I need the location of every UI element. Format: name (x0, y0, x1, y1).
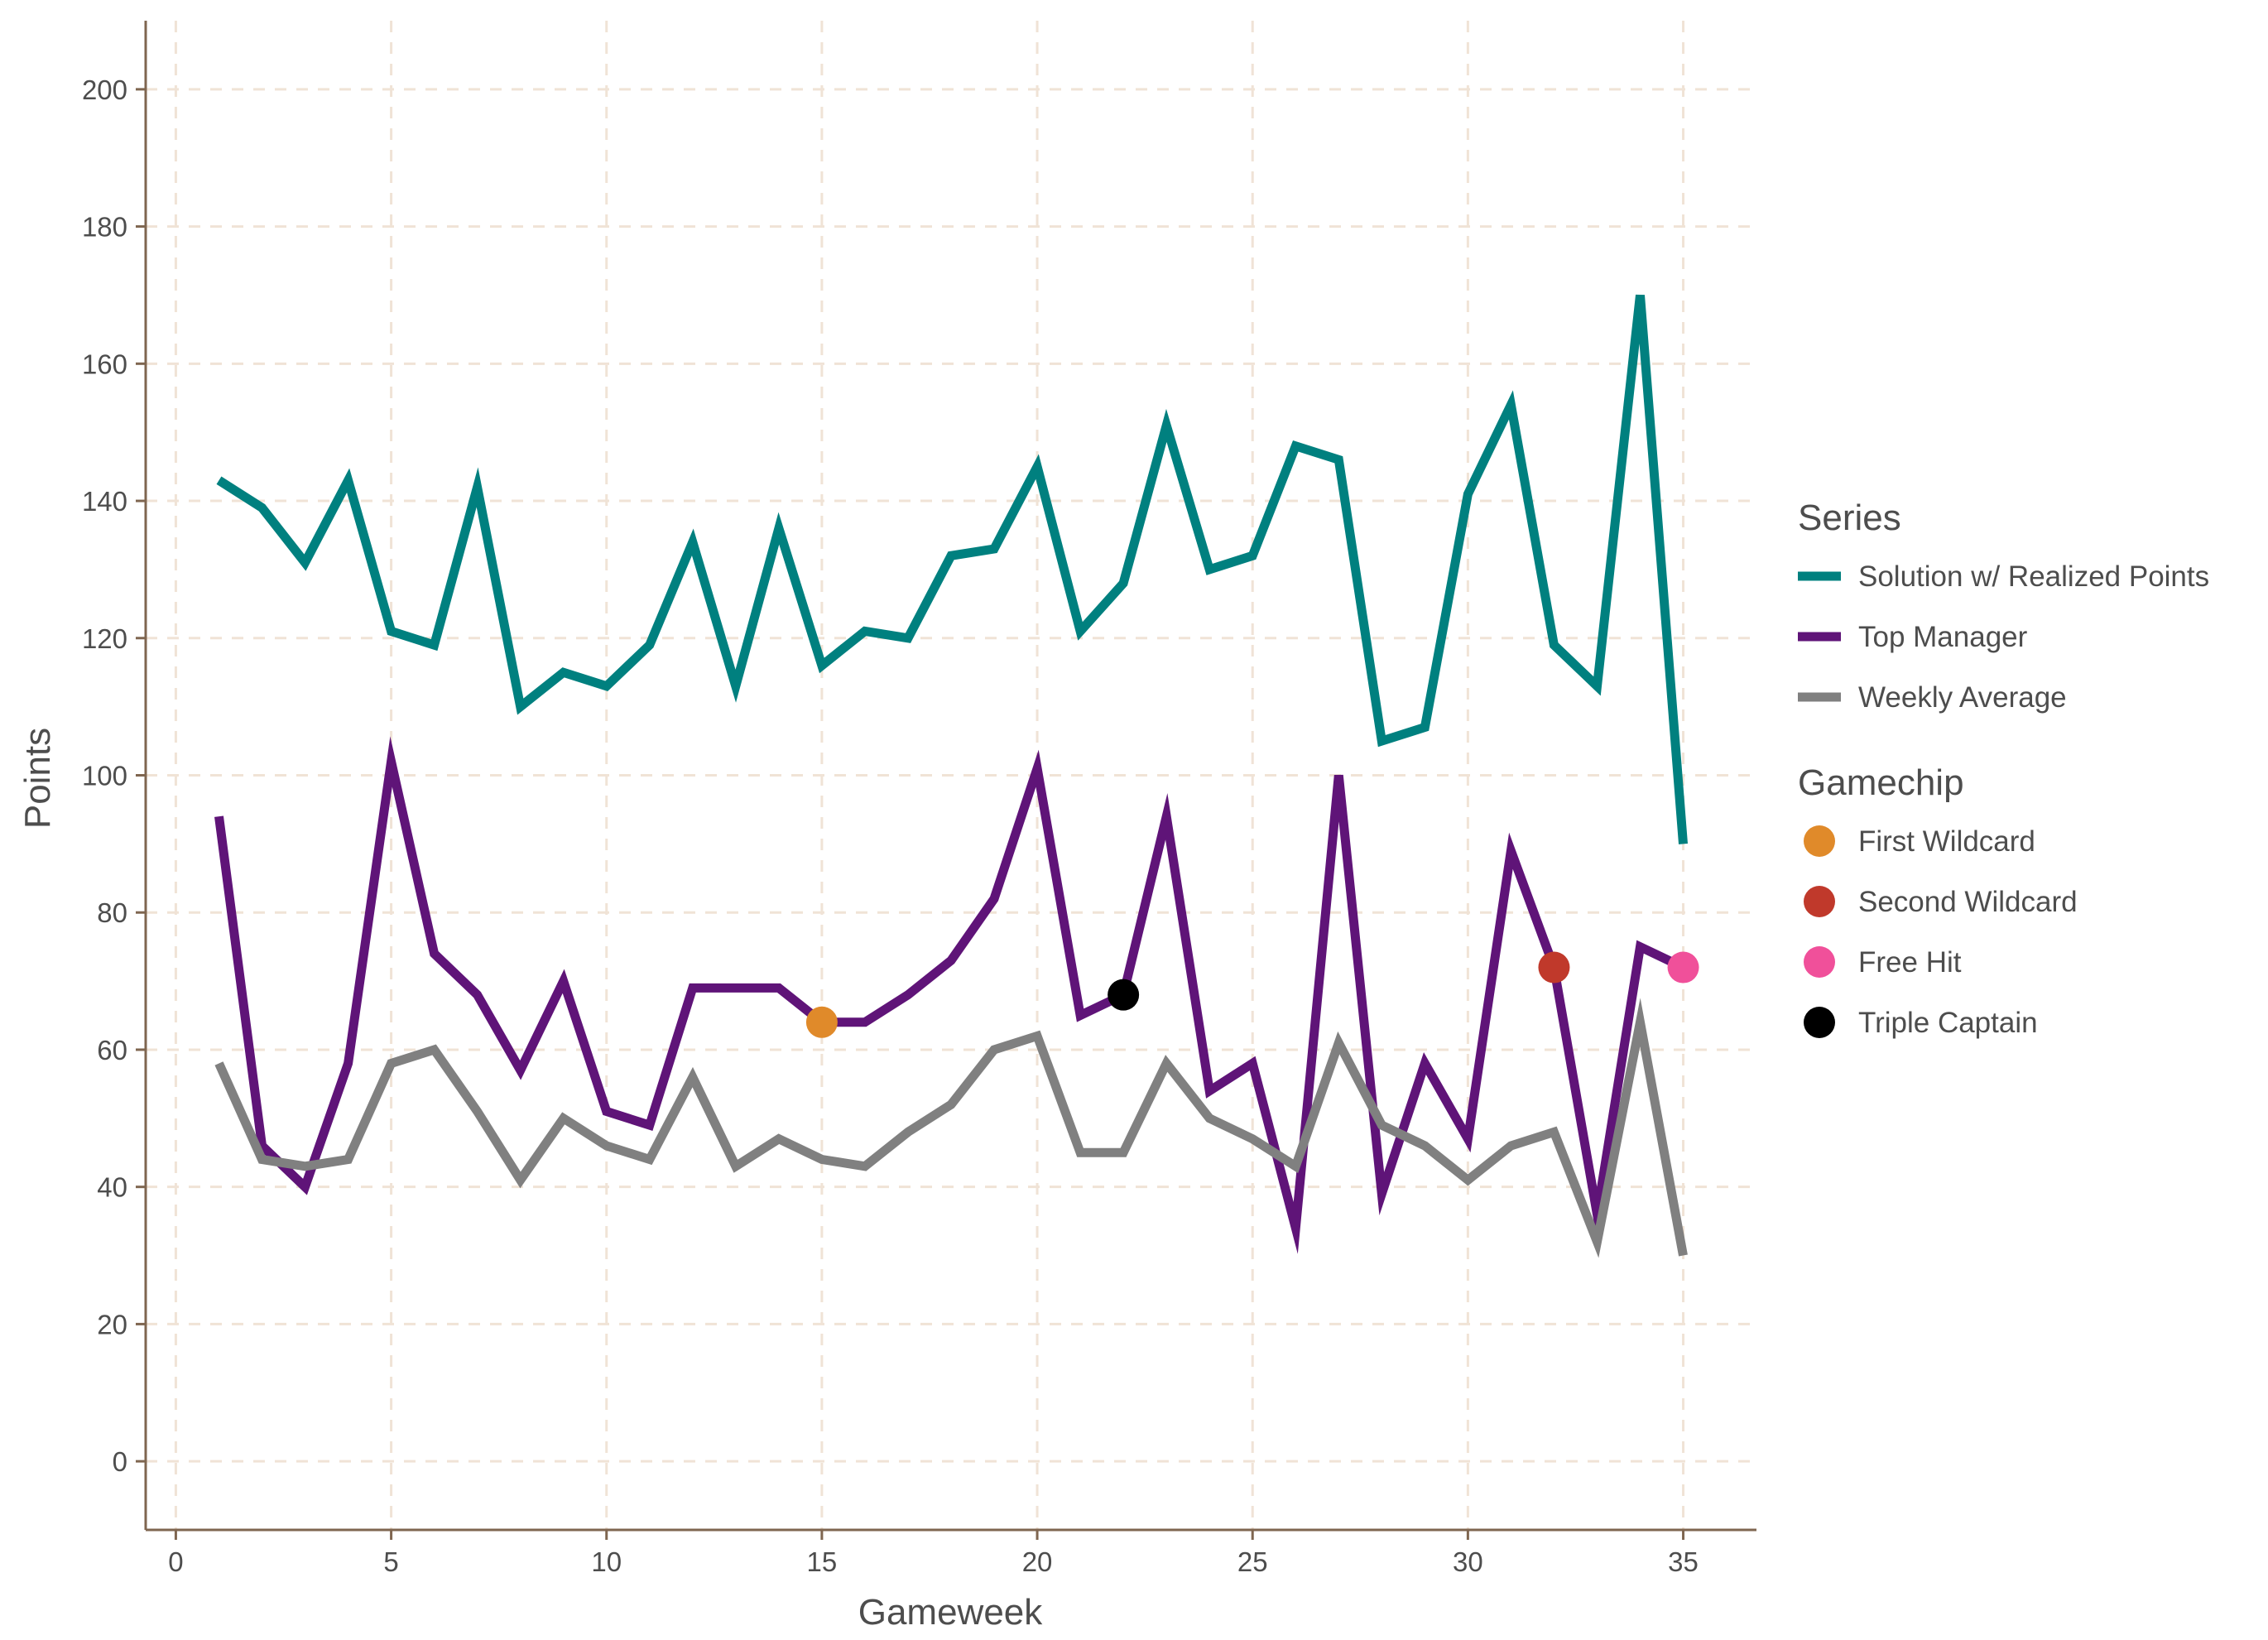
y-axis-title: Points (17, 728, 58, 829)
y-tick-label: 120 (82, 623, 127, 654)
x-tick-label: 35 (1668, 1546, 1699, 1577)
x-tick-label: 0 (168, 1546, 183, 1577)
x-tick-label: 10 (591, 1546, 622, 1577)
gamechip-point-second-wildcard (1538, 951, 1570, 984)
legend-label-triple-captain: Triple Captain (1858, 1007, 2038, 1039)
legend-label-second-wildcard: Second Wildcard (1858, 886, 2078, 918)
y-tick-label: 0 (113, 1446, 127, 1477)
legend-label-top-manager: Top Manager (1858, 621, 2028, 653)
legend-label-solution-w-realized-points: Solution w/ Realized Points (1858, 560, 2209, 593)
legend-label-weekly-average: Weekly Average (1858, 681, 2067, 714)
gamechip-point-triple-captain (1108, 979, 1140, 1011)
x-tick-label: 25 (1237, 1546, 1268, 1577)
x-tick-label: 30 (1453, 1546, 1483, 1577)
y-tick-label: 100 (82, 761, 127, 791)
legend-title-gamechip: Gamechip (1798, 762, 1964, 803)
gamechip-points (805, 951, 1699, 1038)
legend-key-triple-captain (1804, 1007, 1835, 1038)
x-tick-label: 20 (1022, 1546, 1053, 1577)
legend-gamechip-items: First Wildcard Second Wildcard Free Hit Tri… (1804, 825, 2078, 1039)
legend-label-free-hit: Free Hit (1858, 946, 1962, 979)
legend-title-series: Series (1798, 498, 1901, 538)
legend-series-items: Solution w/ Realized Points Top Manager We… (1798, 560, 2209, 714)
y-tick-label: 200 (82, 75, 127, 105)
y-tick-label: 60 (97, 1035, 127, 1065)
y-tick-label: 40 (97, 1172, 127, 1203)
x-tick-label: 5 (383, 1546, 398, 1577)
x-tick-label: 15 (807, 1546, 838, 1577)
legend-key-second-wildcard (1804, 886, 1835, 917)
series-line-weekly-average (214, 998, 1688, 1258)
legend-key-free-hit (1804, 946, 1835, 978)
gamechip-point-free-hit (1667, 951, 1699, 984)
series-lines (214, 294, 1688, 1258)
x-axis-title: Gameweek (858, 1592, 1044, 1633)
y-tick-label: 20 (97, 1309, 127, 1339)
legend-label-first-wildcard: First Wildcard (1858, 825, 2035, 858)
legend-key-first-wildcard (1804, 825, 1835, 857)
axes: 0 20 40 60 80 100 120 140 160 180 200 0 5 10 15 20 25 30 3… (82, 21, 1756, 1577)
legend: Series Gamechip Solution w/ Realized Poi… (1798, 498, 2209, 1039)
y-tick-label: 180 (82, 212, 127, 243)
gamechip-point-first-wildcard (805, 1006, 838, 1038)
y-tick-label: 80 (97, 897, 127, 928)
series-line-solution-w-realized-points (216, 294, 1688, 844)
y-tick-label: 140 (82, 486, 127, 517)
y-tick-label: 160 (82, 349, 127, 379)
series-line-top-manager (214, 736, 1685, 1254)
